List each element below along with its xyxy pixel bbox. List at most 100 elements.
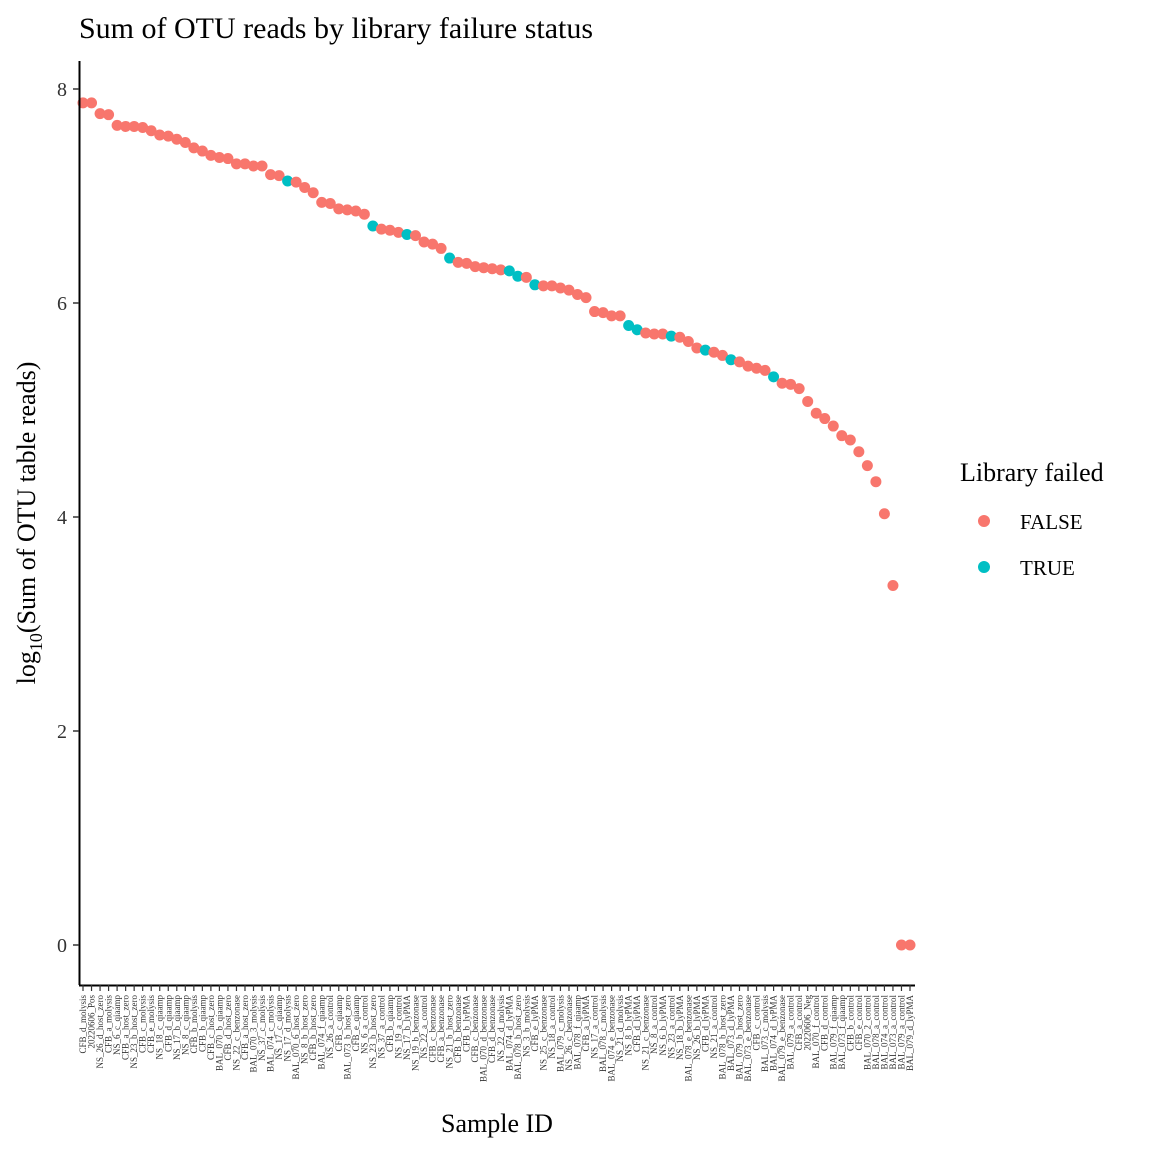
x-tick-label: NS_8_a_control <box>649 995 659 1054</box>
x-tick-label: NS_23_a_control <box>666 995 676 1059</box>
data-point-ok <box>844 434 856 446</box>
x-tick-label: BAL_079_d_lyPMA <box>905 995 915 1072</box>
data-point-failed <box>401 229 413 241</box>
x-tick-label: CFB_b_lyPMA <box>462 995 472 1053</box>
x-tick-label: NS_26_b_lyPMA <box>692 995 702 1061</box>
legend-label-false: FALSE <box>1020 510 1083 534</box>
x-tick-label: NS_17_b_lyPMA <box>402 995 412 1061</box>
data-point-ok <box>265 169 277 181</box>
x-tick-label: BAL_073_d_lyPMA <box>726 995 736 1072</box>
x-tick-label: NS_21_b_host_zero <box>445 995 455 1069</box>
data-point-ok <box>640 327 652 339</box>
x-tick-label: CFB_d_control <box>820 995 830 1052</box>
x-tick-label: BAL_073_e_benzonase <box>743 995 753 1081</box>
x-tick-label: BAL_073_f_qiaamp <box>837 995 847 1070</box>
x-tick-label: NS_19_b_benzonase <box>411 995 421 1071</box>
x-tick-label: NS_26_d_host_zero <box>95 995 105 1069</box>
x-tick-label: BAL_070_f_control <box>811 995 821 1069</box>
data-point-ok <box>827 420 839 432</box>
x-tick-label: NS_17_a_control <box>590 995 600 1059</box>
x-tick-label: BAL_070_b_qiaamp <box>214 995 224 1071</box>
legend: Library failed FALSE TRUE <box>960 458 1104 580</box>
x-tick-label: NS_8_c_qiaamp <box>180 995 190 1055</box>
data-point-ok <box>793 383 805 395</box>
x-tick-label: BAL_070_d_benzonase <box>479 995 489 1082</box>
y-axis-title-subscript: 10 <box>26 633 46 651</box>
data-point-ok <box>861 460 873 472</box>
legend-key-true <box>978 561 990 573</box>
x-tick-label: NS_26_c_benzonase <box>564 995 574 1070</box>
x-tick-label: BAL_073_c_molysis <box>760 995 770 1072</box>
data-point-ok <box>461 257 473 269</box>
x-tick-label: CFB_a_molysis <box>104 995 114 1054</box>
y-axis-title: log10(Sum of OTU table reads) <box>12 362 46 685</box>
x-tick-label: CFB_d_host_zero <box>223 995 233 1061</box>
data-point-ok <box>316 196 328 208</box>
data-point-ok <box>196 145 208 157</box>
x-tick-label: NS_26_a_control <box>325 995 335 1059</box>
x-tick-label: BAL_070_6_host_zero <box>291 995 301 1080</box>
x-tick-label: BAL_070_2_control <box>862 995 872 1070</box>
data-point-failed <box>623 319 635 331</box>
data-point-ok <box>435 242 447 254</box>
data-point-ok <box>810 407 822 419</box>
x-tick-label: NS_21_c_benzonase <box>641 995 651 1070</box>
data-point-failed <box>367 220 379 232</box>
x-tick-label: BAL_079_a_control <box>786 995 796 1070</box>
data-point-ok <box>682 336 694 348</box>
data-point-ok <box>478 262 490 274</box>
x-tick-label: CFB_e_molysis <box>146 995 156 1054</box>
x-tick-label: NS_23_b_host_zero <box>129 995 139 1069</box>
legend-title: Library failed <box>960 458 1104 487</box>
x-tick-label: CFB_b_qiaamp <box>385 995 395 1053</box>
data-point-ok <box>904 939 916 951</box>
data-point-ok <box>384 224 396 236</box>
x-tick-label: BAL_074_f_qiaamp <box>317 995 327 1070</box>
data-point-failed <box>631 324 643 336</box>
data-point-ok <box>520 271 532 283</box>
x-tick-label: CFB_a_lyPMA <box>581 995 591 1052</box>
x-tick-label: 20220606_Neg <box>803 995 813 1051</box>
data-point-failed <box>282 175 294 187</box>
data-point-ok <box>154 129 166 141</box>
data-point-failed <box>699 344 711 356</box>
x-tick-label: BAL_079_e_benzonase <box>777 995 787 1081</box>
data-point-ok <box>86 97 98 109</box>
x-tick-label: BAL_074_c_molysis <box>266 995 276 1072</box>
x-tick-label: CFB_e_lyPMA <box>530 995 540 1052</box>
data-point-ok <box>299 181 311 193</box>
x-tick-label: BAL_074_a_control <box>879 995 889 1070</box>
data-point-ok <box>554 282 566 294</box>
data-point-ok <box>870 476 882 488</box>
data-point-ok <box>256 160 268 172</box>
data-point-ok <box>128 120 140 132</box>
x-tick-label: BAL_073_a_control <box>888 995 898 1070</box>
data-point-ok <box>239 158 251 170</box>
data-point-failed <box>725 354 737 366</box>
x-tick-label: NS_23_b_host_zero <box>368 995 378 1069</box>
data-point-ok <box>145 125 157 137</box>
y-tick-label: 4 <box>57 507 67 529</box>
data-point-ok <box>708 346 720 358</box>
data-point-failed <box>768 371 780 383</box>
x-tick-label: CFB_a_host_zero <box>121 995 131 1060</box>
data-point-ok <box>452 256 464 268</box>
data-point-failed <box>512 270 524 282</box>
data-point-ok <box>222 153 234 165</box>
plot-area <box>77 97 916 951</box>
x-tick-label: BAL_078_b_host_zero <box>717 995 727 1080</box>
x-tick-label: BAL_079_f_qiaamp <box>828 995 838 1070</box>
data-point-ok <box>589 306 601 318</box>
data-point-ok <box>657 328 669 340</box>
x-tick-label: NS_37_a_control <box>376 995 386 1059</box>
x-tick-label: CFB_d_molysis <box>78 995 88 1054</box>
data-point-ok <box>324 197 336 209</box>
data-point-ok <box>103 109 115 121</box>
data-point-ok <box>495 264 507 276</box>
x-axis-title: Sample ID <box>441 1109 553 1138</box>
x-tick-label: BAL_078_a_control <box>871 995 881 1070</box>
data-point-ok <box>785 378 797 390</box>
data-point-ok <box>563 284 575 296</box>
data-point-ok <box>171 133 183 145</box>
y-axis-title-prefix: log <box>12 651 41 684</box>
